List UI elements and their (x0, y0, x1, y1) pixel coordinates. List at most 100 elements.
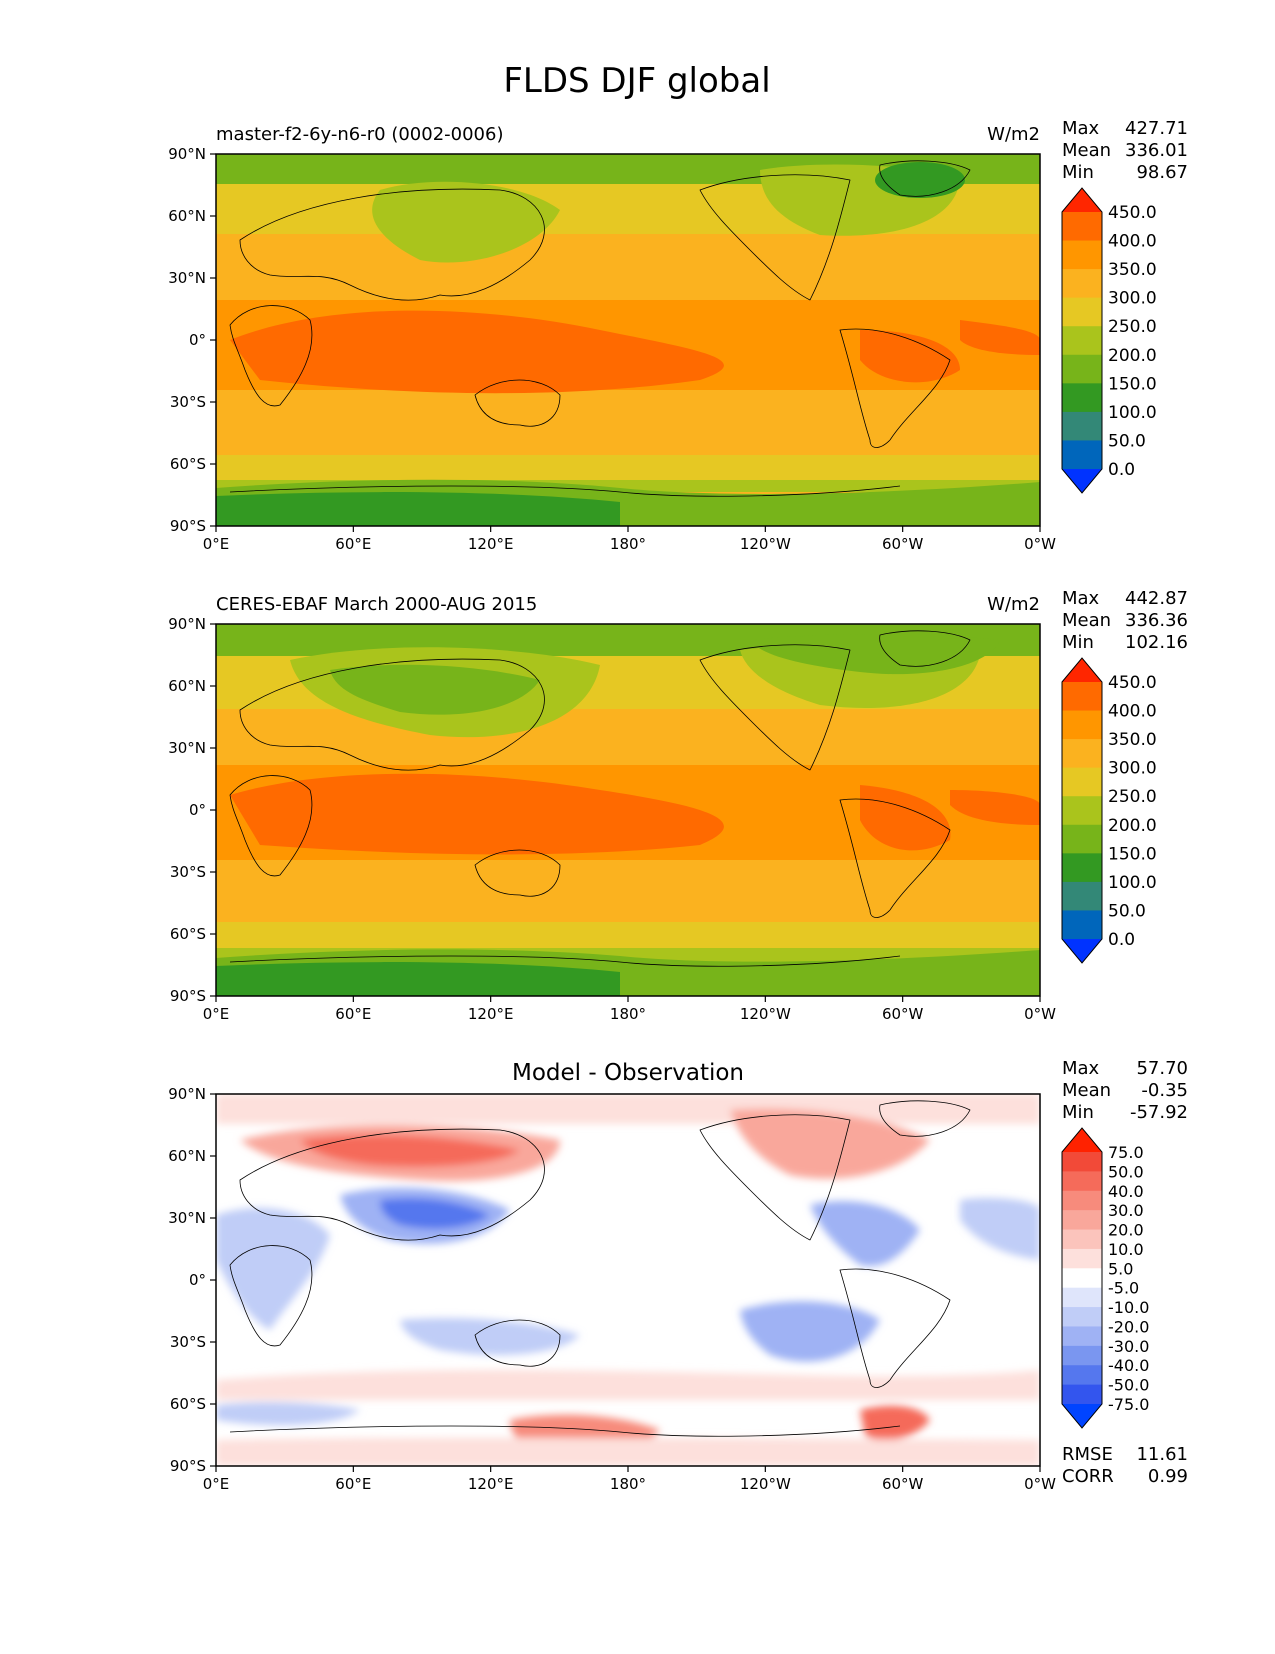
colorbar-label: 5.0 (1108, 1259, 1133, 1278)
min-label: Min (1062, 632, 1094, 653)
colorbar-label: 300.0 (1108, 289, 1157, 309)
colorbar-segment (1062, 212, 1102, 242)
x-tick-label: 60°E (335, 1005, 371, 1023)
panel-obs-xticks: 0°E 60°E 120°E 180° 120°W 60°W 0°W (203, 996, 1056, 1023)
panel-model-xticks: 0°E 60°E 120°E 180° 120°W 60°W 0°W (203, 526, 1056, 553)
x-tick-label: 0°W (1024, 1475, 1056, 1493)
x-tick-label: 0°W (1024, 535, 1056, 553)
colorbar-label: -5.0 (1108, 1279, 1139, 1298)
panel-model: master-f2-6y-n6-r0 (0002-0006) W/m2 (168, 118, 1188, 553)
x-tick-label: 60°W (882, 1005, 924, 1023)
colorbar-label: 350.0 (1108, 730, 1157, 750)
x-tick-label: 120°W (740, 535, 791, 553)
colorbar-segment (1062, 1345, 1102, 1366)
colorbar-segment (1062, 796, 1102, 826)
colorbar-extend-min (1062, 1404, 1102, 1428)
panel-diff-map (216, 1094, 1040, 1466)
y-tick-label: 30°N (168, 739, 206, 757)
y-tick-label: 90°S (170, 987, 206, 1005)
y-tick-label: 90°N (168, 145, 206, 163)
mean-label: Mean (1062, 1080, 1111, 1101)
panel-diff-xticks: 0°E 60°E 120°E 180° 120°W 60°W 0°W (203, 1466, 1056, 1493)
y-tick-label: 90°N (168, 615, 206, 633)
colorbar-label: 400.0 (1108, 232, 1157, 252)
y-tick-label: 60°N (168, 207, 206, 225)
colorbar-label: 50.0 (1108, 431, 1146, 451)
colorbar-segment (1062, 910, 1102, 940)
colorbar-extend-max (1062, 658, 1102, 682)
mean-value: 336.01 (1125, 140, 1188, 161)
colorbar-label: -50.0 (1108, 1376, 1149, 1395)
x-tick-label: 0°E (203, 1475, 230, 1493)
colorbar-label: 300.0 (1108, 759, 1157, 779)
colorbar-label: 150.0 (1108, 374, 1157, 394)
y-tick-label: 60°N (168, 1147, 206, 1165)
y-tick-label: 60°S (170, 1395, 206, 1413)
mean-value: -0.35 (1141, 1080, 1188, 1101)
colorbar-segment (1062, 1268, 1102, 1289)
x-tick-label: 60°W (882, 1475, 924, 1493)
y-tick-label: 90°N (168, 1085, 206, 1103)
y-tick-label: 90°S (170, 1457, 206, 1475)
colorbar-segment (1062, 440, 1102, 470)
colorbar-label: 250.0 (1108, 787, 1157, 807)
y-tick-label: 30°S (170, 1333, 206, 1351)
x-tick-label: 60°E (335, 535, 371, 553)
panel-obs-colorbar: 450.0 400.0 350.0 300.0 250.0 200.0 150.0 100.0… (1061, 657, 1157, 964)
panel-obs-stats: Max 442.87 Mean 336.36 Min 102.16 (1062, 588, 1188, 653)
colorbar-label: 150.0 (1108, 844, 1157, 864)
colorbar-segment (1062, 1326, 1102, 1347)
max-label: Max (1062, 1058, 1100, 1079)
y-tick-label: 0° (189, 801, 206, 819)
panel-obs-units: W/m2 (987, 594, 1040, 615)
x-tick-label: 60°W (882, 535, 924, 553)
colorbar-extend-min (1062, 469, 1102, 493)
colorbar-label: 200.0 (1108, 346, 1157, 366)
max-value: 57.70 (1136, 1058, 1188, 1079)
colorbar-segment (1062, 383, 1102, 413)
colorbar-label: 50.0 (1108, 1162, 1144, 1181)
min-value: 98.67 (1136, 162, 1188, 183)
mean-value: 336.36 (1125, 610, 1188, 631)
colorbar-segment (1062, 1287, 1102, 1308)
mean-label: Mean (1062, 610, 1111, 631)
x-tick-label: 180° (610, 1005, 646, 1023)
y-tick-label: 30°S (170, 863, 206, 881)
panel-obs-map (216, 624, 1040, 996)
colorbar-label: 200.0 (1108, 816, 1157, 836)
panel-model-title: master-f2-6y-n6-r0 (0002-0006) (216, 124, 503, 145)
colorbar-segment (1062, 710, 1102, 740)
colorbar-segment (1062, 1190, 1102, 1211)
x-tick-label: 120°E (468, 1475, 514, 1493)
colorbar-segment (1062, 1152, 1102, 1172)
x-tick-label: 0°E (203, 535, 230, 553)
x-tick-label: 0°W (1024, 1005, 1056, 1023)
colorbar-label: 100.0 (1108, 403, 1157, 423)
colorbar-segment (1062, 1248, 1102, 1269)
y-tick-label: 30°S (170, 393, 206, 411)
corr-value: 0.99 (1148, 1466, 1188, 1487)
colorbar-segment (1062, 1171, 1102, 1192)
panel-model-yticks: 90°N 60°N 30°N 0° 30°S 60°S 90°S (168, 145, 216, 535)
colorbar-extend-max (1062, 1128, 1102, 1152)
max-value: 442.87 (1125, 588, 1188, 609)
colorbar-segment (1062, 739, 1102, 769)
colorbar-outline (1061, 657, 1103, 964)
colorbar-label: 250.0 (1108, 317, 1157, 337)
rmse-value: 11.61 (1136, 1444, 1188, 1465)
colorbar-segment (1062, 297, 1102, 327)
y-tick-label: 60°S (170, 455, 206, 473)
colorbar-segment (1062, 269, 1102, 299)
colorbar-segment (1062, 240, 1102, 270)
colorbar-segment (1062, 1210, 1102, 1231)
colorbar-segment (1062, 326, 1102, 356)
max-label: Max (1062, 588, 1100, 609)
colorbar-label: 50.0 (1108, 901, 1146, 921)
colorbar-label: -30.0 (1108, 1337, 1149, 1356)
panel-model-stats: Max 427.71 Mean 336.01 Min 98.67 (1062, 118, 1188, 183)
colorbar-label: -75.0 (1108, 1395, 1149, 1414)
min-label: Min (1062, 162, 1094, 183)
y-tick-label: 60°S (170, 925, 206, 943)
min-label: Min (1062, 1102, 1094, 1123)
colorbar-outline (1061, 1127, 1103, 1429)
